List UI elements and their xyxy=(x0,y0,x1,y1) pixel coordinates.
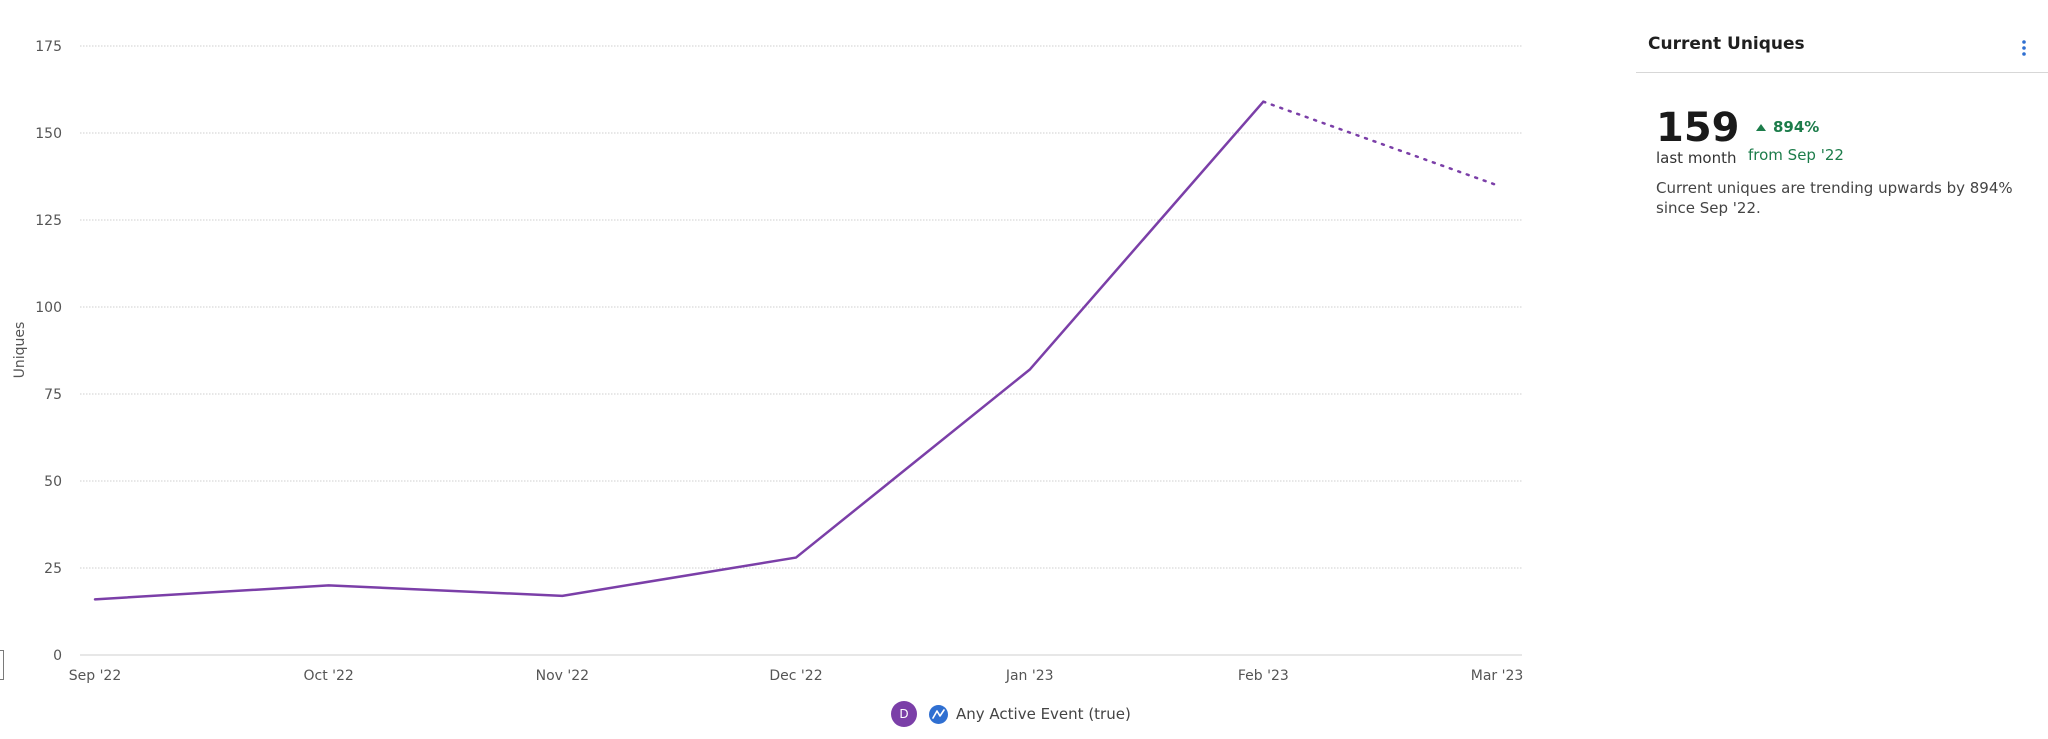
series-points[interactable] xyxy=(89,96,1503,606)
change-baseline: from Sep '22 xyxy=(1748,146,1844,164)
metric-period: last month xyxy=(1656,149,1737,167)
panel-header: Current Uniques xyxy=(1636,28,2048,73)
panel-title: Current Uniques xyxy=(1648,34,1805,54)
legend-label: Any Active Event (true) xyxy=(956,705,1131,723)
metric-panel: Current Uniques 159 last month 894% from… xyxy=(1636,0,2048,739)
data-point[interactable] xyxy=(89,593,101,605)
y-tick-label: 75 xyxy=(44,387,62,403)
metric-summary: Current uniques are trending upwards by … xyxy=(1656,179,2013,217)
y-tick-label: 0 xyxy=(53,648,62,664)
x-axis-ticks: Sep '22 Oct '22 Nov '22 Dec '22 Jan '23 Feb '… xyxy=(69,668,1524,684)
y-tick-label: 100 xyxy=(35,300,62,316)
change-indicator: 894% xyxy=(1755,118,1819,136)
data-point[interactable] xyxy=(1024,364,1036,376)
x-tick-label: Dec '22 xyxy=(769,668,822,684)
series-lines xyxy=(93,100,1499,601)
series-line xyxy=(93,100,1265,601)
y-tick-label: 175 xyxy=(35,39,62,55)
x-tick-label: Jan '23 xyxy=(1005,668,1054,684)
line-chart: 0 25 50 75 100 125 150 175 Sep '22 Oct '22 Nov '2… xyxy=(12,39,1524,684)
x-tick-label: Oct '22 xyxy=(304,668,354,684)
y-tick-label: 50 xyxy=(44,474,62,490)
data-point[interactable] xyxy=(556,590,568,602)
y-tick-label: 25 xyxy=(44,561,62,577)
data-point[interactable] xyxy=(1491,179,1503,191)
collapsed-side-handle[interactable] xyxy=(0,650,4,680)
x-tick-label: Nov '22 xyxy=(536,668,589,684)
x-tick-label: Feb '23 xyxy=(1238,668,1289,684)
y-tick-label: 150 xyxy=(35,126,62,142)
data-point[interactable] xyxy=(1257,96,1269,108)
y-tick-label: 125 xyxy=(35,213,62,229)
metric-value: 159 xyxy=(1656,105,1740,151)
y-axis-ticks: 0 25 50 75 100 125 150 175 xyxy=(35,39,62,664)
segment-avatar: D xyxy=(891,701,917,727)
vertical-ellipsis-icon[interactable] xyxy=(2014,36,2034,60)
triangle-up-icon xyxy=(1755,118,1767,136)
x-tick-label: Sep '22 xyxy=(69,668,122,684)
x-tick-label: Mar '23 xyxy=(1471,668,1524,684)
series-line-incomplete xyxy=(1262,100,1499,187)
grid-lines xyxy=(80,45,1522,656)
y-axis-label: Uniques xyxy=(12,322,28,379)
data-point[interactable] xyxy=(323,579,335,591)
data-point[interactable] xyxy=(790,552,802,564)
chart-legend[interactable]: D Any Active Event (true) xyxy=(891,701,1131,727)
change-percent: 894% xyxy=(1773,118,1820,136)
event-segmentation-icon xyxy=(929,704,948,724)
